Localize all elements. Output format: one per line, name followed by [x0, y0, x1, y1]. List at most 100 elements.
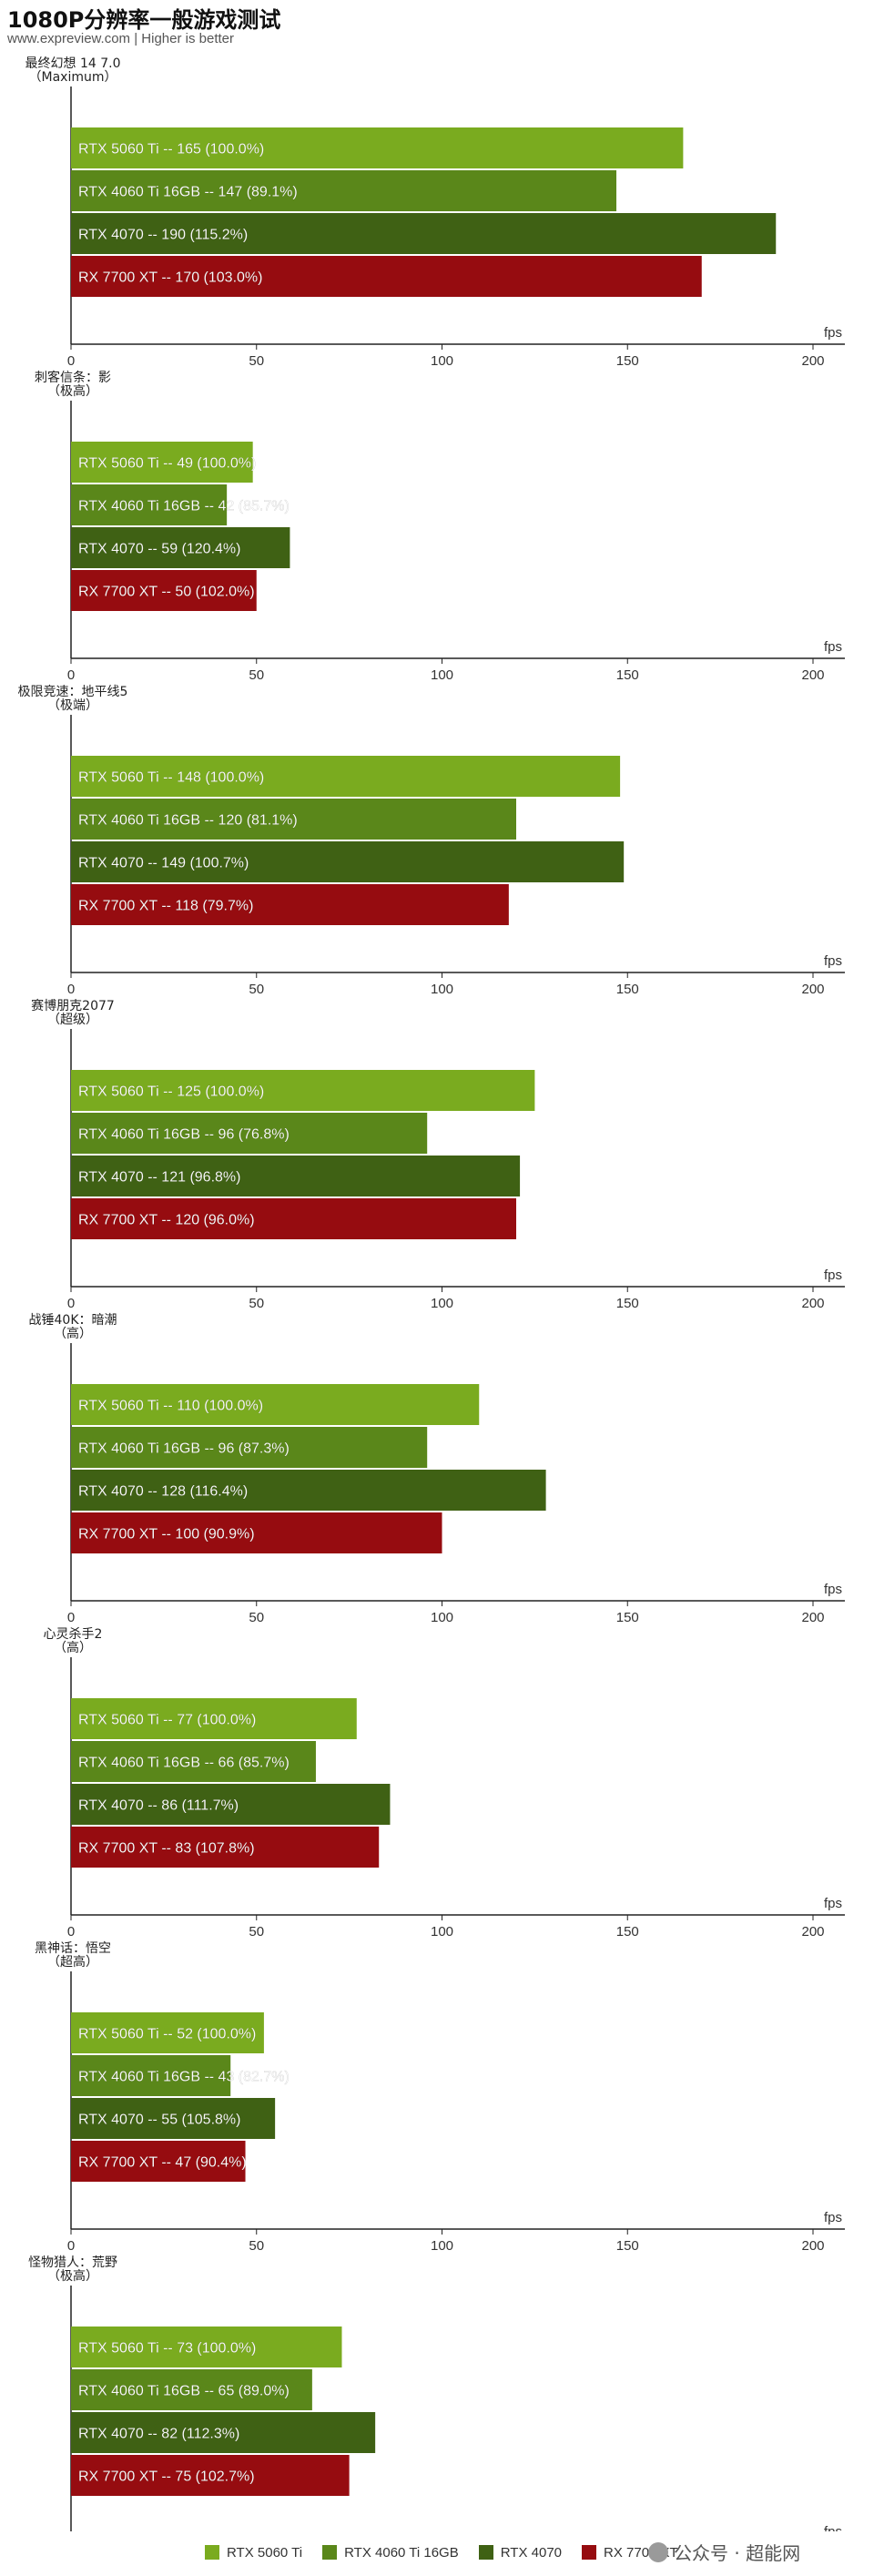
x-tick-label: 200	[801, 1610, 824, 1625]
legend-label: RTX 5060 Ti	[227, 2544, 303, 2561]
x-tick-label: 100	[431, 1610, 453, 1625]
x-tick-label: 100	[431, 982, 453, 997]
x-tick-label: 0	[67, 353, 75, 369]
bar-label-5-0: RTX 5060 Ti -- 77 (100.0%)	[78, 1713, 256, 1728]
x-axis-label: fps	[824, 953, 842, 969]
game-title: 战锤40K：暗潮	[29, 1313, 117, 1328]
bar-3-3	[71, 1198, 516, 1239]
bar-4-2	[71, 1470, 546, 1511]
bar-label-7-1: RTX 4060 Ti 16GB -- 65 (89.0%)	[78, 2384, 290, 2399]
watermark-text: 公众号 · 超能网	[674, 2542, 801, 2564]
bar-3-1	[71, 1113, 428, 1154]
bar-label-0-2: RTX 4070 -- 190 (115.2%)	[78, 228, 248, 243]
bar-label-7-3: RX 7700 XT -- 75 (102.7%)	[78, 2469, 255, 2485]
bar-label-0-1: RTX 4060 Ti 16GB -- 147 (89.1%)	[78, 185, 298, 200]
x-axis-label: fps	[824, 1268, 842, 1283]
x-tick-label: 200	[801, 667, 824, 683]
x-tick-label: 0	[67, 1924, 75, 1940]
game-setting: （极高）	[47, 2268, 98, 2284]
bar-4-0	[71, 1384, 480, 1425]
page-title: 1080P分辨率一般游戏测试	[7, 7, 281, 33]
bar-label-3-1: RTX 4060 Ti 16GB -- 96 (76.8%)	[78, 1127, 290, 1143]
game-title: 刺客信条：影	[35, 370, 111, 385]
x-axis-label: fps	[824, 2524, 842, 2531]
bar-3-0	[71, 1070, 535, 1111]
bar-label-6-0: RTX 5060 Ti -- 52 (100.0%)	[78, 2027, 256, 2042]
game-setting: （高）	[54, 1640, 92, 1655]
game-setting: （超级）	[47, 1013, 98, 1027]
bar-0-0	[71, 127, 684, 168]
bar-5-0	[71, 1698, 357, 1739]
x-tick-label: 100	[431, 1296, 453, 1311]
bar-7-1	[71, 2369, 312, 2410]
legend-swatch	[205, 2545, 219, 2560]
bar-1-3	[71, 570, 257, 611]
x-tick-label: 100	[431, 1924, 453, 1940]
x-tick-label: 150	[616, 982, 639, 997]
game-title: 最终幻想 14 7.0	[25, 56, 121, 71]
bar-label-1-3: RX 7700 XT -- 50 (102.0%)	[78, 585, 255, 600]
bar-2-3	[71, 884, 509, 925]
bar-label-5-3: RX 7700 XT -- 83 (107.8%)	[78, 1841, 255, 1857]
bar-label-1-0: RTX 5060 Ti -- 49 (100.0%)	[78, 456, 256, 472]
x-tick-label: 150	[616, 353, 639, 369]
bar-label-1-1: RTX 4060 Ti 16GB -- 42 (85.7%)	[78, 499, 290, 514]
x-tick-label: 50	[249, 1296, 264, 1311]
x-tick-label: 100	[431, 353, 453, 369]
bar-label-7-2: RTX 4070 -- 82 (112.3%)	[78, 2427, 239, 2442]
legend-item-rtx4060ti: RTX 4060 Ti 16GB	[322, 2545, 459, 2561]
x-tick-label: 100	[431, 2238, 453, 2254]
bar-4-1	[71, 1427, 428, 1468]
bar-label-4-0: RTX 5060 Ti -- 110 (100.0%)	[78, 1399, 263, 1414]
game-title: 赛博朋克2077	[31, 998, 115, 1013]
x-tick-label: 200	[801, 2238, 824, 2254]
game-setting: （高）	[54, 1326, 92, 1341]
bar-0-1	[71, 170, 617, 211]
bar-1-1	[71, 484, 228, 525]
page-subtitle: www.expreview.com | Higher is better	[7, 31, 234, 46]
x-axis-label: fps	[824, 1582, 842, 1597]
x-tick-label: 0	[67, 2238, 75, 2254]
x-tick-label: 0	[67, 982, 75, 997]
x-tick-label: 0	[67, 1296, 75, 1311]
bar-5-2	[71, 1784, 391, 1825]
bar-label-2-2: RTX 4070 -- 149 (100.7%)	[78, 856, 249, 871]
chart-legend: RTX 5060 Ti RTX 4060 Ti 16GB RTX 4070 RX…	[205, 2539, 678, 2566]
game-title: 黑神话：悟空	[35, 1941, 111, 1956]
game-title: 极限竞速：地平线5	[18, 684, 128, 699]
legend-swatch	[478, 2545, 493, 2560]
bar-0-2	[71, 213, 777, 254]
bar-0-3	[71, 256, 702, 297]
x-tick-label: 50	[249, 982, 264, 997]
legend-item-rtx5060ti: RTX 5060 Ti	[205, 2545, 302, 2561]
bar-label-0-3: RX 7700 XT -- 170 (103.0%)	[78, 270, 262, 286]
bar-4-3	[71, 1512, 442, 1553]
x-tick-label: 150	[616, 1924, 639, 1940]
legend-label: RTX 4060 Ti 16GB	[344, 2544, 459, 2561]
bar-7-3	[71, 2455, 350, 2496]
x-tick-label: 150	[616, 2238, 639, 2254]
bar-1-0	[71, 442, 253, 483]
legend-item-rtx4070: RTX 4070	[478, 2545, 562, 2561]
game-setting: （极高）	[47, 383, 98, 399]
x-tick-label: 50	[249, 353, 264, 369]
wechat-icon	[648, 2541, 668, 2562]
bar-6-0	[71, 2012, 264, 2053]
x-tick-label: 50	[249, 1610, 264, 1625]
bar-label-2-3: RX 7700 XT -- 118 (79.7%)	[78, 899, 253, 914]
bar-label-2-1: RTX 4060 Ti 16GB -- 120 (81.1%)	[78, 813, 298, 829]
game-setting: （超高）	[47, 1954, 98, 1970]
bar-label-3-0: RTX 5060 Ti -- 125 (100.0%)	[78, 1084, 264, 1100]
bar-2-1	[71, 799, 516, 840]
x-tick-label: 0	[67, 1610, 75, 1625]
x-tick-label: 200	[801, 353, 824, 369]
bar-label-7-0: RTX 5060 Ti -- 73 (100.0%)	[78, 2341, 256, 2357]
x-tick-label: 200	[801, 1924, 824, 1940]
watermark: 公众号 · 超能网	[648, 2539, 800, 2565]
bar-label-6-3: RX 7700 XT -- 47 (90.4%)	[78, 2155, 247, 2171]
bar-label-3-3: RX 7700 XT -- 120 (96.0%)	[78, 1213, 255, 1228]
game-title: 怪物猎人：荒野	[28, 2255, 117, 2270]
x-tick-label: 50	[249, 1924, 264, 1940]
x-tick-label: 0	[67, 667, 75, 683]
